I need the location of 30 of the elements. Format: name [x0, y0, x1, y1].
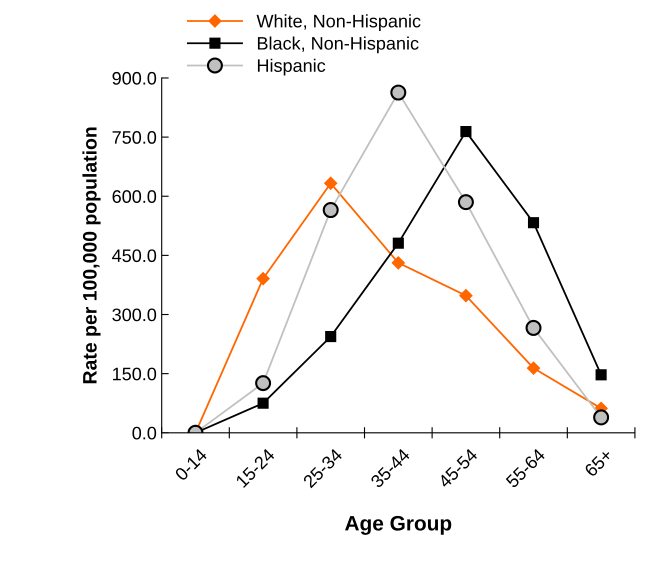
point — [390, 84, 406, 101]
point — [258, 398, 269, 409]
legend-label: Hispanic — [258, 58, 326, 76]
point — [526, 362, 540, 375]
y-axis-title: Rate per 100,000 population — [82, 127, 101, 384]
y-tick-label: 900.0 — [112, 72, 156, 85]
point — [460, 126, 472, 138]
y-tick-label: 600.0 — [112, 190, 156, 203]
y-tick-label: 450.0 — [112, 249, 156, 262]
point — [458, 194, 474, 210]
point — [255, 375, 272, 392]
point — [593, 409, 610, 426]
point — [325, 331, 336, 342]
point — [596, 369, 607, 380]
point — [392, 238, 404, 249]
point — [526, 320, 542, 336]
point — [322, 202, 339, 218]
point — [459, 289, 472, 302]
legend-label: Black, Non-Hispanic — [258, 36, 419, 54]
point — [256, 272, 270, 286]
x-axis-title: Age Group — [345, 516, 452, 535]
legend-label: White, Non-Hispanic — [256, 14, 421, 32]
x-tick-label: 65+ — [584, 448, 614, 478]
y-tick-label: 750.0 — [112, 131, 156, 144]
y-tick-label: 0.0 — [132, 426, 156, 440]
point — [324, 176, 338, 190]
y-tick-label: 150.0 — [113, 368, 156, 380]
y-tick-label: 300.0 — [112, 308, 156, 322]
point — [392, 256, 405, 270]
point — [528, 217, 540, 228]
